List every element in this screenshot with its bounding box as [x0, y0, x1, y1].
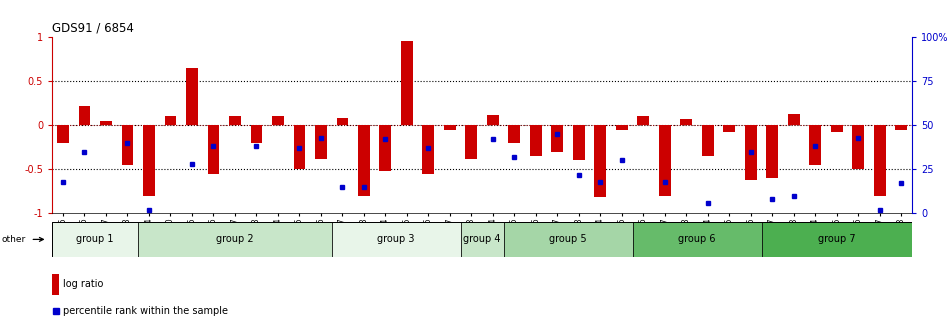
Bar	[508, 125, 521, 143]
Bar	[358, 125, 370, 196]
Bar	[164, 116, 177, 125]
Bar	[272, 116, 284, 125]
Bar	[444, 125, 456, 130]
Bar	[52, 274, 59, 295]
Text: log ratio: log ratio	[63, 280, 104, 289]
Bar	[100, 121, 112, 125]
Bar	[251, 125, 262, 143]
Bar	[530, 125, 541, 156]
Bar	[895, 125, 907, 130]
Bar	[487, 115, 499, 125]
Bar	[767, 125, 778, 178]
Bar	[659, 125, 671, 196]
Bar	[702, 125, 713, 156]
Bar	[336, 118, 349, 125]
Bar	[294, 125, 305, 169]
Bar	[504, 222, 633, 257]
Bar	[809, 125, 821, 165]
Bar	[143, 125, 155, 196]
Bar	[745, 125, 757, 180]
Bar	[788, 114, 800, 125]
Bar	[723, 125, 735, 132]
Bar	[122, 125, 133, 165]
Bar	[762, 222, 912, 257]
Bar	[186, 68, 198, 125]
Text: group 6: group 6	[678, 235, 715, 244]
Bar	[637, 116, 649, 125]
Bar	[466, 125, 477, 159]
Bar	[573, 125, 585, 160]
Text: group 3: group 3	[377, 235, 415, 244]
Bar	[551, 125, 563, 152]
Bar	[595, 125, 606, 198]
Bar	[831, 125, 843, 132]
Bar	[852, 125, 864, 169]
Bar	[616, 125, 628, 130]
Bar	[229, 116, 241, 125]
Text: group 1: group 1	[77, 235, 114, 244]
Text: group 7: group 7	[818, 235, 856, 244]
Bar	[139, 222, 332, 257]
Text: group 5: group 5	[549, 235, 587, 244]
Bar	[874, 125, 885, 196]
Text: group 2: group 2	[217, 235, 254, 244]
Bar	[332, 222, 461, 257]
Text: other: other	[2, 235, 27, 244]
Bar	[461, 222, 504, 257]
Text: group 4: group 4	[464, 235, 501, 244]
Bar	[315, 125, 327, 159]
Bar	[401, 41, 413, 125]
Bar	[633, 222, 762, 257]
Bar	[680, 119, 693, 125]
Text: GDS91 / 6854: GDS91 / 6854	[52, 22, 134, 34]
Bar	[207, 125, 219, 174]
Bar	[52, 222, 139, 257]
Bar	[57, 125, 69, 143]
Bar	[423, 125, 434, 174]
Bar	[79, 106, 90, 125]
Bar	[379, 125, 391, 171]
Text: percentile rank within the sample: percentile rank within the sample	[63, 306, 228, 316]
